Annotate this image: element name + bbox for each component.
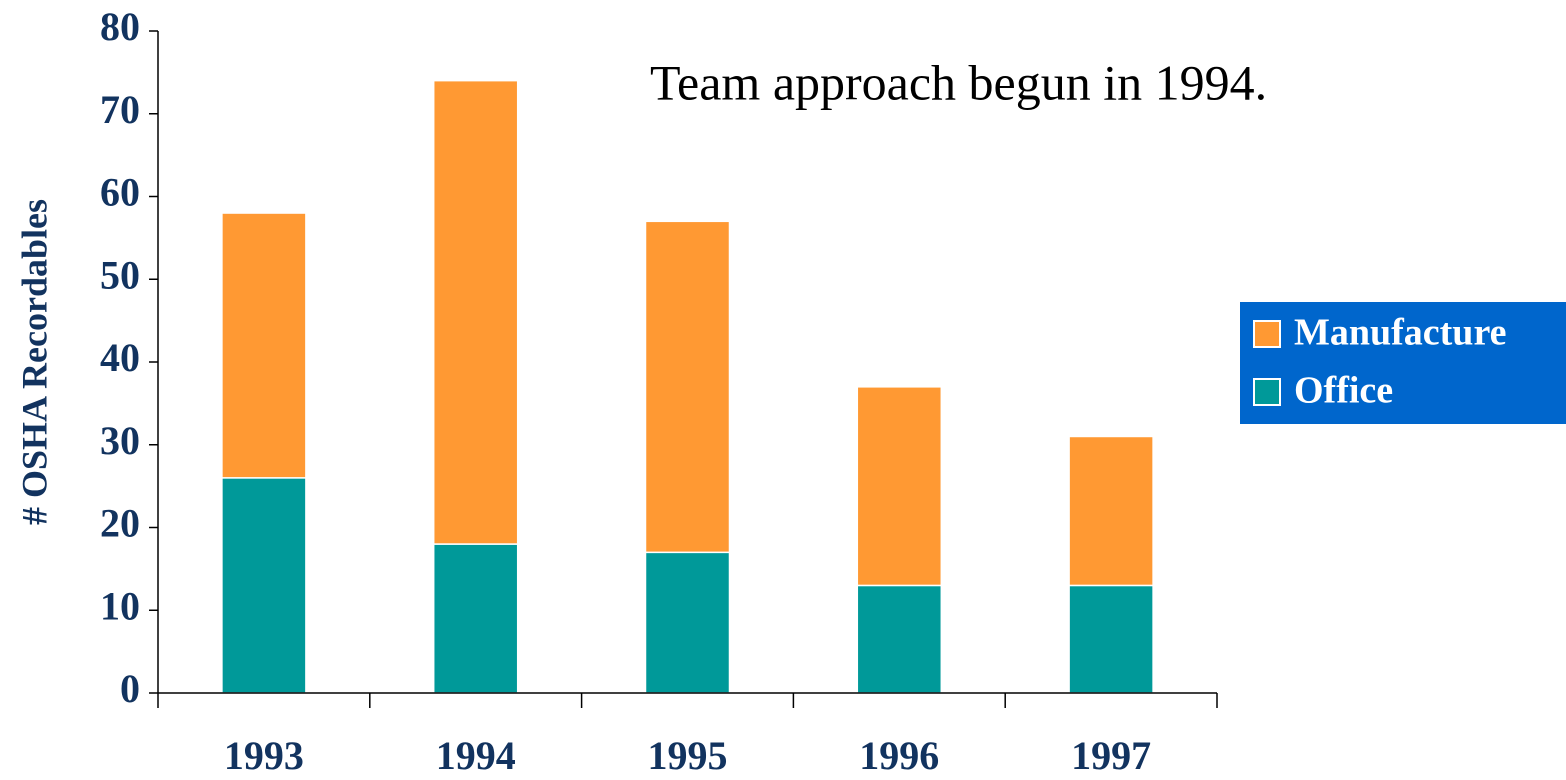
y-tick-label: 10	[100, 583, 140, 628]
bar-segment	[221, 477, 307, 694]
x-tick-label: 1994	[436, 733, 516, 778]
y-tick-label: 50	[100, 252, 140, 297]
y-tick-label: 0	[120, 666, 140, 711]
legend-swatch	[1253, 320, 1281, 348]
x-tick-label: 1997	[1071, 733, 1151, 778]
legend-swatch	[1253, 378, 1281, 406]
bar-segment	[856, 386, 943, 587]
y-tick-label: 20	[100, 501, 140, 546]
legend-label: Office	[1294, 370, 1393, 412]
bar-segment	[432, 543, 519, 694]
y-tick-label: 70	[100, 87, 140, 132]
x-tick-label: 1996	[859, 733, 939, 778]
bar-segment	[856, 584, 943, 694]
y-axis-label: # OSHA Recordables	[14, 199, 54, 525]
x-tick-label: 1993	[224, 733, 304, 778]
bar-segment	[644, 551, 731, 694]
bar-segment	[1068, 584, 1154, 694]
y-tick-label: 80	[100, 4, 140, 49]
bar-segment	[221, 212, 307, 479]
annotation: Team approach begun in 1994.	[650, 54, 1267, 110]
legend-box	[1240, 302, 1566, 424]
legend-label: Manufacture	[1294, 312, 1507, 354]
x-tick-label: 1995	[648, 733, 728, 778]
bar-segment	[432, 79, 519, 545]
bar-segment	[644, 220, 731, 554]
y-tick-label: 40	[100, 335, 140, 380]
y-tick-label: 30	[100, 418, 140, 463]
bar-segment	[1068, 435, 1154, 587]
y-tick-label: 60	[100, 170, 140, 215]
